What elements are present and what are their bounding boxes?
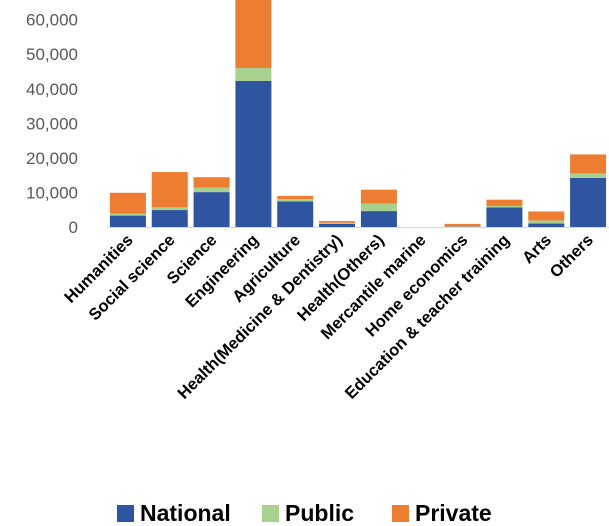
bar-public-6: [360, 203, 397, 212]
legend-label-national: National: [140, 500, 231, 526]
bar-public-0: [109, 213, 146, 216]
bar-national-5: [319, 223, 356, 227]
bar-private-0: [109, 192, 146, 214]
bar-private-2: [193, 177, 230, 188]
legend-swatch-public: [262, 505, 279, 522]
bar-public-10: [528, 220, 565, 224]
bar-private-1: [151, 172, 188, 208]
y-tick-label: 10,000: [26, 183, 78, 202]
y-tick-label: 50,000: [26, 45, 78, 64]
bar-public-9: [486, 205, 523, 208]
bar-public-4: [277, 199, 314, 202]
bar-national-9: [486, 207, 523, 227]
y-tick-label: 60,000: [26, 11, 78, 30]
bar-national-6: [360, 211, 397, 227]
bar-private-11: [570, 154, 607, 174]
bar-public-11: [570, 173, 607, 178]
bar-private-5: [319, 221, 356, 223]
bar-public-2: [193, 187, 230, 193]
legend-swatch-national: [117, 505, 134, 522]
x-tick-label: Arts: [519, 231, 555, 267]
bar-public-5: [319, 222, 356, 224]
bar-national-3: [235, 80, 272, 227]
y-axis: 0 10,000 20,000 30,000 40,000 50,000 60,000: [26, 11, 78, 237]
x-tick-label: Others: [547, 231, 597, 281]
legend: National Public Private: [117, 500, 492, 526]
bar-national-0: [109, 215, 146, 227]
bar-national-1: [151, 210, 188, 227]
bar-national-11: [570, 177, 607, 227]
y-tick-label: 0: [69, 218, 78, 237]
y-tick-label: 20,000: [26, 149, 78, 168]
bar-private-9: [486, 199, 523, 206]
legend-label-private: Private: [415, 500, 492, 526]
y-tick-label: 30,000: [26, 114, 78, 133]
bar-private-10: [528, 211, 565, 221]
bar-public-1: [151, 207, 188, 211]
bar-public-3: [235, 68, 272, 81]
plot-area: [109, 0, 607, 227]
bar-private-8: [444, 223, 481, 227]
bar-private-6: [360, 189, 397, 204]
bar-national-4: [277, 201, 314, 227]
bar-private-3: [235, 0, 272, 69]
bar-national-2: [193, 192, 230, 227]
legend-swatch-private: [392, 505, 409, 522]
bar-national-10: [528, 223, 565, 227]
legend-label-public: Public: [285, 500, 354, 526]
y-tick-label: 40,000: [26, 80, 78, 99]
bar-private-4: [277, 195, 314, 199]
